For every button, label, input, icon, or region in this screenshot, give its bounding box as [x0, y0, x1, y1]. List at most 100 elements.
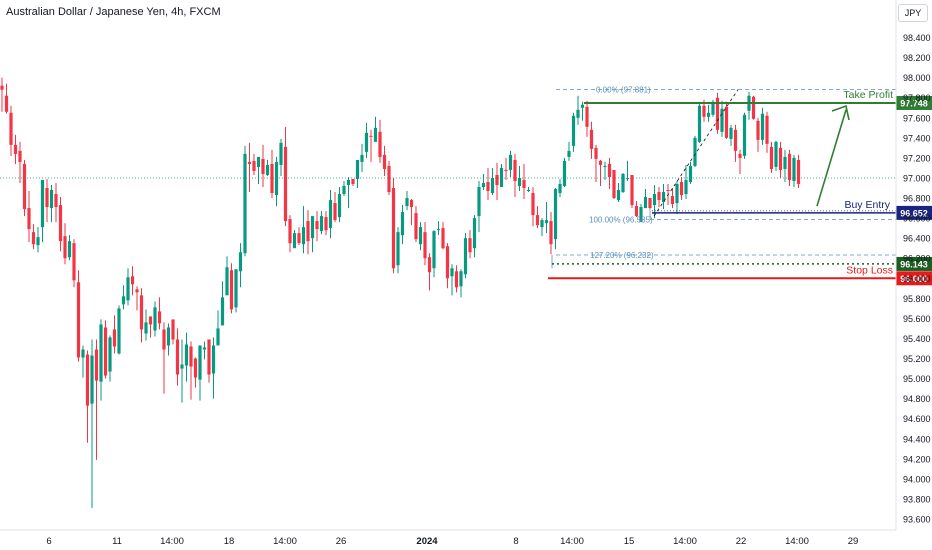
candle-body [157, 311, 162, 324]
candle-body [724, 106, 729, 138]
candle-body [184, 344, 189, 366]
candle-body [553, 189, 558, 240]
support-level-value: 96.143 [900, 259, 928, 269]
candle-body [792, 157, 796, 181]
candle-body [18, 150, 22, 162]
candle-body [675, 183, 679, 204]
y-tick-label: 93.600 [903, 515, 931, 525]
candle-body [495, 174, 499, 186]
candle-body [148, 316, 153, 325]
candle-body [616, 190, 621, 201]
candle-body [526, 190, 531, 192]
candle-body [144, 322, 148, 334]
x-tick-label: 26 [336, 536, 347, 547]
candle-body [202, 347, 207, 350]
y-tick-label: 94.800 [903, 394, 931, 404]
chart-title: Australian Dollar / Japanese Yen, 4h, FX… [6, 6, 221, 18]
candle-body [81, 349, 85, 358]
candle-body [598, 160, 603, 165]
x-tick-label: 2024 [416, 536, 438, 547]
candle-body [796, 159, 801, 184]
candle-body [576, 109, 580, 118]
candle-body [378, 131, 382, 157]
take-profit-price-tag [896, 95, 932, 110]
y-tick-label: 95.800 [903, 294, 931, 304]
candle-body [432, 231, 436, 269]
candle-body [369, 135, 373, 137]
candle-body [589, 129, 594, 149]
candle-body [418, 227, 423, 245]
candle-body [711, 101, 715, 115]
candle-body [778, 147, 783, 170]
candle-body [783, 156, 787, 169]
candle-body [396, 232, 400, 266]
candle-body [405, 198, 409, 207]
candle-body [769, 146, 774, 169]
candle-body [189, 346, 193, 367]
candle-body [585, 106, 589, 127]
candle-body [621, 173, 625, 193]
candle-body [301, 227, 306, 245]
candle-body [441, 228, 445, 249]
candle-body [256, 156, 261, 167]
candle-body [162, 329, 166, 350]
candle-body [643, 197, 648, 209]
candle-body [459, 271, 463, 287]
candle-body [9, 112, 13, 145]
x-tick-label: 8 [513, 536, 518, 547]
candle-body [661, 192, 666, 203]
candle-body [63, 236, 67, 259]
candle-body [193, 358, 198, 378]
candles [0, 77, 801, 508]
candle-body [697, 105, 702, 142]
candle-body [481, 182, 486, 188]
buy-entry-label: Buy Entry [844, 199, 890, 211]
candle-body [112, 329, 117, 347]
candle-body [706, 112, 711, 117]
candle-body [360, 154, 364, 162]
candle-body [0, 85, 4, 90]
y-tick-label: 96.400 [903, 234, 931, 244]
candle-body [477, 187, 481, 217]
projection-arrow [816, 109, 847, 207]
candle-body [153, 307, 157, 331]
candle-body [423, 232, 427, 259]
candle-body [729, 127, 733, 139]
candle-body [630, 174, 634, 206]
candle-body [351, 178, 355, 184]
y-tick-label: 97.200 [903, 153, 931, 163]
candle-body [414, 213, 418, 240]
candle-body [679, 181, 684, 196]
candle-body [310, 216, 315, 239]
stop-loss-label: Stop Loss [846, 264, 893, 276]
candle-body [274, 161, 279, 196]
candle-body [580, 104, 585, 108]
candle-body [94, 349, 99, 381]
candle-body [234, 269, 238, 308]
x-tick-label: 29 [848, 536, 859, 547]
candle-body [27, 208, 31, 230]
candle-body [207, 339, 211, 375]
stop-loss-price-tag [896, 271, 932, 286]
candle-body [252, 160, 256, 171]
candle-body [639, 207, 643, 223]
fib-level-label: 0.00% (97.881) [596, 86, 651, 95]
y-tick-label: 96.200 [903, 254, 931, 264]
candle-body [337, 194, 342, 218]
candle-body [342, 186, 346, 195]
candle-body [216, 328, 220, 346]
y-tick-label: 94.400 [903, 434, 931, 444]
candle-body [436, 229, 441, 231]
currency-button[interactable]: JPY [898, 4, 928, 22]
x-tick-label: 14:00 [785, 536, 809, 547]
candle-body [648, 198, 652, 209]
candle-body [333, 203, 337, 221]
candle-body [540, 220, 544, 228]
y-tick-label: 94.600 [903, 414, 931, 424]
candle-body [355, 159, 360, 179]
candle-body [562, 160, 567, 187]
fib-level-label: 100.00% (96.585) [589, 216, 653, 225]
x-tick-label: 14:00 [273, 536, 297, 547]
candle-body [220, 297, 225, 326]
